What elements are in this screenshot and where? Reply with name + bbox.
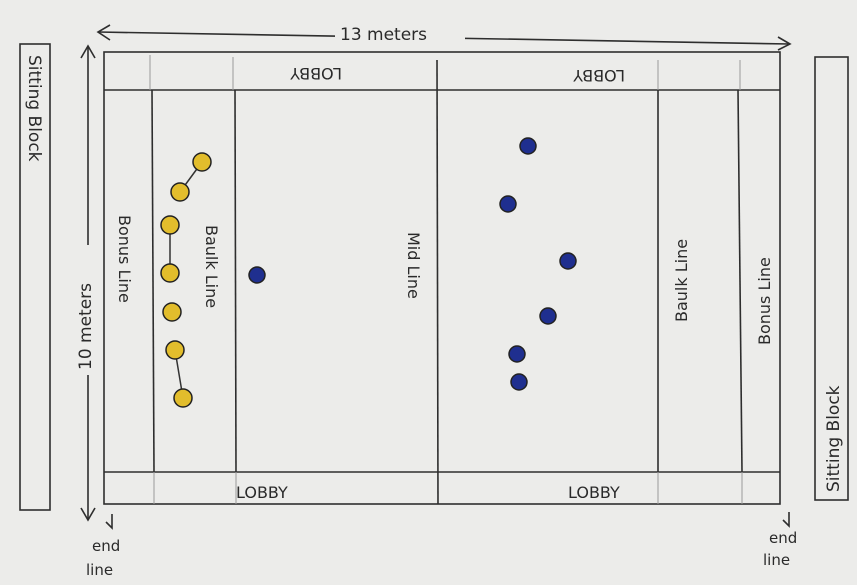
bonus-line-left: [151, 89, 155, 473]
arrow-up-icon: [80, 44, 96, 59]
end-line-right-label-2: line: [763, 551, 790, 569]
arrow-down-icon: [105, 514, 113, 530]
blue-player: [508, 345, 526, 363]
mid-line: [436, 59, 439, 505]
court: [103, 51, 781, 505]
yellow-player: [192, 152, 212, 172]
baulk-line-left: [234, 89, 237, 473]
yellow-player: [162, 302, 182, 322]
yellow-player: [160, 263, 180, 283]
end-line-right: end line: [763, 512, 797, 569]
sitting-block-right-label: Sitting Block: [824, 385, 844, 492]
lobby-bottom-left-label: LOBBY: [236, 483, 288, 502]
lobby-bottom-right-label: LOBBY: [568, 483, 620, 502]
sitting-block-left: Sitting Block: [19, 43, 51, 511]
width-label: 13 meters: [340, 25, 427, 45]
sitting-block-left-label: Sitting Block: [24, 55, 44, 162]
arrow-left-icon: [96, 24, 111, 41]
baulk-line-right-label: Baulk Line: [672, 239, 691, 322]
height-dimension: 10 meters: [74, 44, 96, 522]
yellow-player: [165, 340, 185, 360]
blue-player: [499, 195, 517, 213]
blue-player: [559, 252, 577, 270]
arrow-down-icon: [782, 512, 790, 528]
lobby-top-left-label: LOBBY: [290, 64, 342, 83]
bonus-line-right-label: Bonus Line: [755, 257, 774, 345]
end-line-left-label-1: end: [92, 537, 120, 555]
players: [160, 137, 577, 408]
blue-player: [248, 266, 266, 284]
arrow-right-icon: [777, 36, 792, 51]
height-label: 10 meters: [76, 283, 96, 370]
yellow-player: [160, 215, 180, 235]
sitting-block-right: Sitting Block: [814, 56, 849, 501]
blue-player: [519, 137, 537, 155]
end-line-right-label-1: end: [769, 529, 797, 547]
baulk-line-left-label: Baulk Line: [202, 225, 221, 308]
yellow-player: [170, 182, 190, 202]
bonus-line-left-label: Bonus Line: [115, 215, 134, 303]
width-dimension: 13 meters: [96, 22, 792, 51]
yellow-player: [173, 388, 193, 408]
end-line-left-label-2: line: [86, 561, 113, 579]
blue-player: [510, 373, 528, 391]
blue-player: [539, 307, 557, 325]
mid-line-label: Mid Line: [404, 232, 423, 299]
end-line-left: end line: [86, 514, 120, 579]
bonus-line-right: [737, 89, 743, 473]
lobby-top-right-label: LOBBY: [573, 66, 625, 85]
arrow-down-icon: [80, 507, 96, 522]
